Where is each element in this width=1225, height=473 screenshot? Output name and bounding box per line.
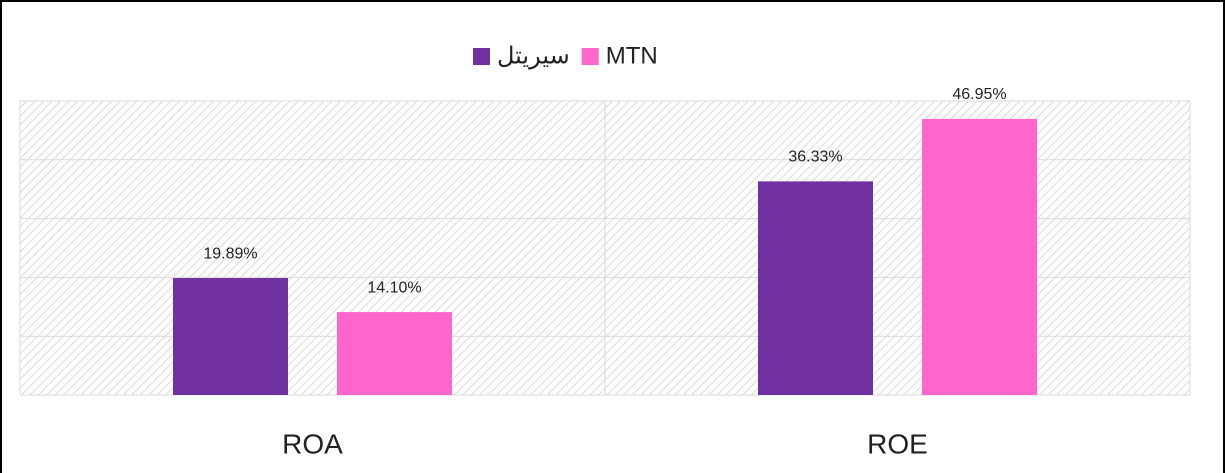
data-label: 19.89%	[203, 245, 257, 262]
data-label: 46.95%	[952, 86, 1006, 103]
bar	[173, 278, 288, 395]
legend-label: سيريتل	[497, 42, 570, 69]
bar	[922, 118, 1037, 396]
bar	[337, 312, 452, 395]
x-tick-label: ROE	[867, 428, 928, 459]
legend-swatch	[473, 48, 490, 65]
legend-swatch	[581, 48, 599, 65]
legend-label: MTN	[606, 42, 658, 69]
data-label: 14.10%	[367, 279, 421, 296]
data-label: 36.33%	[788, 149, 842, 166]
bar	[758, 181, 873, 395]
x-tick-label: ROA	[282, 428, 343, 459]
